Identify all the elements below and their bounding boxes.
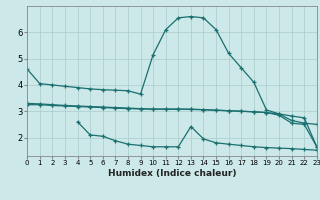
X-axis label: Humidex (Indice chaleur): Humidex (Indice chaleur) (108, 169, 236, 178)
